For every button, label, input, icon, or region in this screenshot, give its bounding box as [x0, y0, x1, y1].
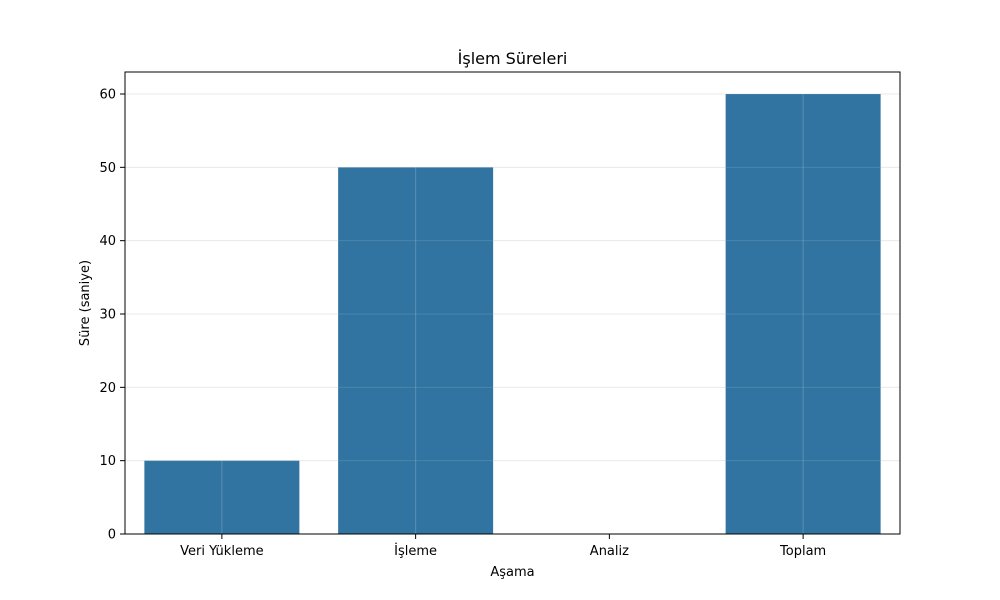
bar-1: [144, 460, 300, 534]
bar-4: [725, 94, 881, 534]
y-tick-label: 30: [99, 308, 116, 323]
x-tick-label: Veri Yükleme: [180, 544, 263, 559]
y-tick-label: 40: [99, 234, 116, 249]
plot-frame: [124, 71, 901, 535]
x-tick-layer: Veri Yükleme İşleme Analiz Toplam: [180, 534, 826, 559]
chart-title: İşlem Süreleri: [458, 49, 568, 68]
y-tick-layer: 0 10 20 30 40 50 60: [99, 88, 125, 543]
bar-layer: [144, 94, 881, 535]
y-tick-label: 0: [108, 528, 116, 543]
y-tick-label: 20: [99, 381, 116, 396]
y-tick-label: 60: [99, 88, 116, 103]
x-tick-label: Toplam: [779, 544, 826, 559]
y-axis-title: Süre (saniye): [78, 260, 93, 346]
y-tick-label: 50: [99, 161, 116, 176]
y-tick-label: 10: [99, 454, 116, 469]
x-tick-label: Analiz: [590, 544, 629, 559]
bar-2: [338, 167, 494, 535]
x-axis-title: Aşama: [490, 565, 534, 580]
x-tick-label: İşleme: [394, 543, 437, 559]
